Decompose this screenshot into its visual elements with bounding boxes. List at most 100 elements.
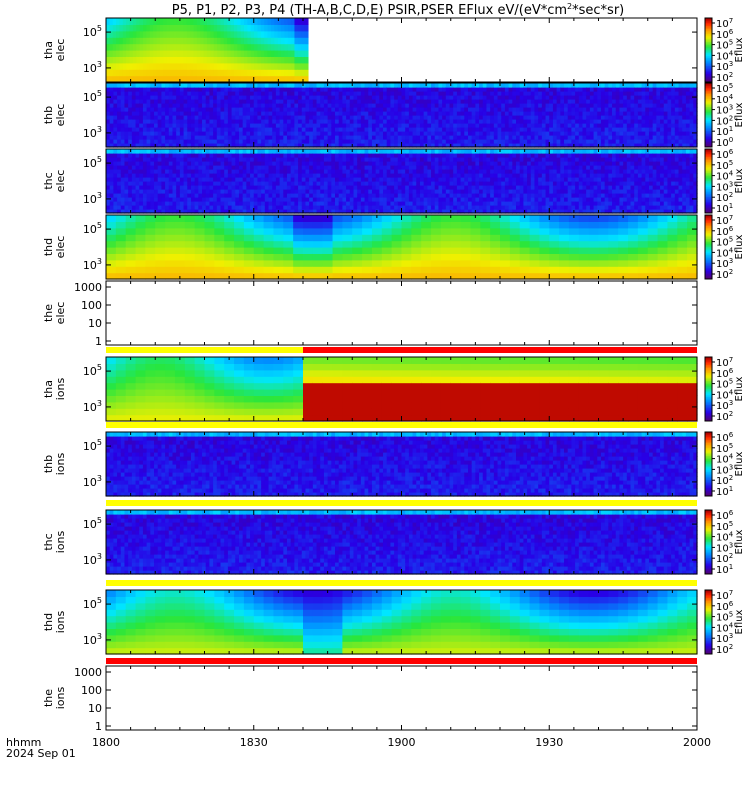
spectrogram-cell — [268, 135, 273, 140]
spectrogram-cell — [630, 119, 635, 124]
spectrogram-cell — [312, 193, 318, 198]
spectrogram-cell — [512, 91, 517, 96]
spectrogram-cell — [124, 91, 129, 96]
spectrogram-cell — [203, 56, 208, 64]
spectrogram-cell — [445, 173, 451, 178]
spectrogram-cell — [143, 62, 147, 70]
spectrogram-cell — [589, 139, 595, 144]
spectrogram-cell — [320, 107, 325, 112]
spectrogram-cell — [538, 123, 543, 128]
spectrogram-cell — [438, 181, 443, 186]
spectrogram-cell — [527, 119, 532, 124]
spectrogram-cell — [438, 189, 443, 194]
spectrogram-cell — [623, 87, 628, 92]
spectrogram-cell — [501, 139, 506, 144]
spectrogram-cell — [560, 139, 565, 144]
spectrogram-cell — [157, 119, 162, 124]
spectrogram-cell — [267, 37, 272, 45]
spectrogram-cell — [267, 24, 272, 32]
spectrogram-cell — [541, 103, 547, 108]
spectrogram-cell — [267, 69, 272, 77]
spectrogram-cell — [346, 205, 351, 210]
spectrogram-cell — [541, 143, 547, 148]
spectrogram-cell — [449, 153, 454, 158]
spectrogram-cell — [216, 149, 222, 154]
spectrogram-cell — [268, 161, 273, 166]
spectrogram-cell — [316, 209, 321, 214]
spectrogram-cell — [146, 209, 151, 214]
spectrogram-cell — [203, 43, 208, 51]
spectrogram-cell — [608, 107, 613, 112]
spectrogram-cell — [168, 165, 174, 170]
spectrogram-cell — [257, 69, 262, 77]
spectrogram-cell — [612, 107, 617, 112]
spectrogram-cell — [490, 131, 495, 136]
spectrogram-cell — [131, 111, 137, 116]
spectrogram-cell — [667, 143, 672, 148]
spectrogram-cell — [320, 197, 325, 202]
spectrogram-cell — [190, 197, 196, 202]
spectrogram-cell — [445, 177, 451, 182]
colorbar-tick-label: 103 — [716, 60, 733, 73]
spectrogram-cell — [301, 185, 307, 190]
spectrogram-cell — [146, 201, 151, 206]
spectrogram-cell — [304, 18, 309, 25]
spectrogram-cell — [272, 123, 277, 128]
spectrogram-cell — [567, 135, 573, 140]
spectrogram-cell — [316, 115, 321, 120]
spectrogram-cell — [279, 127, 284, 132]
spectrogram-cell — [275, 157, 281, 162]
spectrogram-cell — [357, 119, 362, 124]
spectrogram-cell — [564, 131, 569, 136]
spectrogram-cell — [379, 99, 384, 104]
spectrogram-cell — [608, 131, 613, 136]
spectrogram-cell — [161, 201, 166, 206]
spectrogram-cell — [375, 111, 380, 116]
spectrogram-cell — [227, 24, 232, 32]
spectrogram-cell — [534, 91, 539, 96]
spectrogram-cell — [371, 177, 377, 182]
spectrogram-cell — [216, 189, 222, 194]
spectrogram-cell — [416, 209, 421, 214]
spectrogram-cell — [379, 201, 384, 206]
spectrogram-cell — [235, 189, 240, 194]
spectrogram-cell — [120, 173, 126, 178]
spectrogram-cell — [656, 135, 661, 140]
spectrogram-cell — [294, 111, 299, 116]
spectrogram-cell — [353, 177, 358, 182]
spectrogram-cell — [464, 173, 469, 178]
spectrogram-cell — [578, 123, 584, 128]
spectrogram-cell — [460, 197, 465, 202]
spectrogram-cell — [482, 135, 488, 140]
spectrogram-cell — [364, 119, 369, 124]
spectrogram-cell — [320, 139, 325, 144]
colorbar-step — [705, 132, 712, 135]
spectrogram-cell — [217, 69, 222, 77]
spectrogram-cell — [205, 91, 211, 96]
spectrogram-cell — [176, 107, 181, 112]
spectrogram-cell — [187, 173, 192, 178]
spectrogram-cell — [660, 91, 665, 96]
spectrogram-cell — [224, 197, 229, 202]
spectrogram-cell — [139, 111, 144, 116]
spectrogram-cell — [124, 119, 129, 124]
spectrogram-cell — [301, 173, 307, 178]
spectrogram-cell — [364, 111, 369, 116]
spectrogram-cell — [323, 149, 329, 154]
spectrogram-cell — [246, 103, 251, 108]
spectrogram-cell — [597, 127, 602, 132]
spectrogram-cell — [589, 87, 595, 92]
spectrogram-cell — [173, 50, 178, 57]
spectrogram-cell — [652, 91, 657, 96]
spectrogram-cell — [471, 91, 476, 96]
spectrogram-cell — [132, 24, 137, 32]
spectrogram-cell — [331, 189, 336, 194]
spectrogram-cell — [246, 149, 251, 154]
spectrogram-cell — [247, 37, 252, 45]
spectrogram-cell — [419, 189, 425, 194]
spectrogram-cell — [530, 87, 536, 92]
spectrogram-cell — [346, 169, 351, 174]
spectrogram-cell — [159, 75, 164, 83]
spectrogram-cell — [394, 177, 399, 182]
spectrogram-cell — [678, 123, 683, 128]
